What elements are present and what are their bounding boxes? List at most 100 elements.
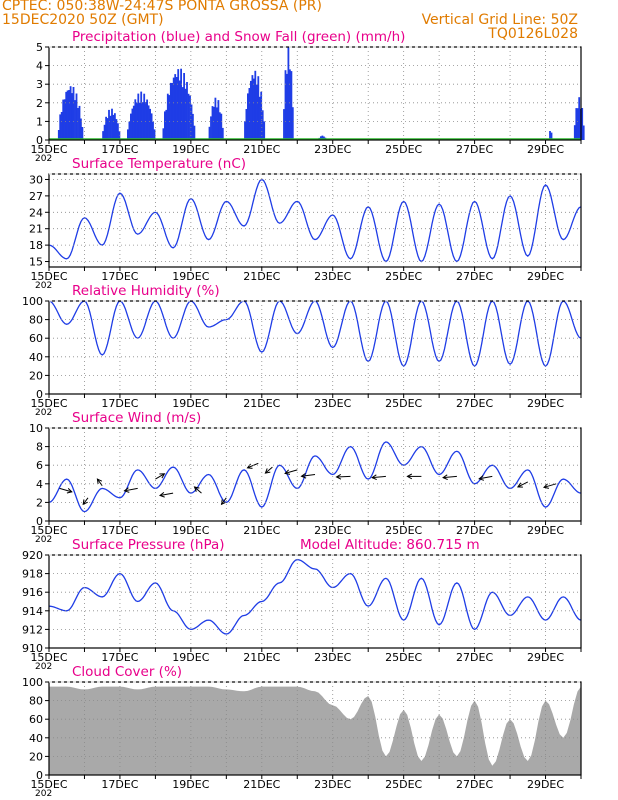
cloud-ytick-label: 0 bbox=[36, 769, 43, 782]
precip-bar bbox=[192, 113, 194, 140]
precip-bar bbox=[164, 111, 166, 140]
humidity-title: Relative Humidity (%) bbox=[72, 283, 220, 299]
temperature-date-label: 15DEC bbox=[30, 270, 67, 283]
precip-bar bbox=[573, 125, 576, 140]
precip-bar bbox=[77, 108, 79, 140]
precip-bar bbox=[62, 99, 65, 140]
cloud-year-stub: 202 bbox=[35, 789, 52, 799]
precip-bar bbox=[321, 135, 324, 140]
precip-bar bbox=[172, 77, 175, 140]
precip-bar bbox=[127, 129, 129, 140]
wind-arrow bbox=[59, 487, 72, 493]
cloud-date-label: 27DEC bbox=[456, 778, 493, 791]
precip-bar bbox=[63, 99, 66, 140]
cloud-ytick-label: 20 bbox=[29, 750, 43, 763]
pressure-date-label: 19DEC bbox=[172, 651, 209, 664]
wind-arrow bbox=[543, 483, 557, 488]
wind-arrow bbox=[82, 497, 89, 505]
wind-arrow bbox=[155, 473, 165, 480]
wind-arrow-head bbox=[300, 472, 307, 479]
pressure-title: Surface Pressure (hPa) bbox=[72, 537, 225, 553]
temperature-date-label: 23DEC bbox=[314, 270, 351, 283]
wind-arrow bbox=[301, 474, 316, 477]
precip-ytick-label: 1 bbox=[36, 115, 43, 128]
precip-bar bbox=[141, 102, 144, 140]
pressure-date-label: 29DEC bbox=[527, 651, 564, 664]
wind-arrow bbox=[194, 486, 202, 494]
humidity-ytick-label: 0 bbox=[36, 388, 43, 401]
precip-bar bbox=[153, 129, 156, 140]
precip-bar bbox=[257, 76, 260, 140]
humidity-date-label: 19DEC bbox=[172, 397, 209, 410]
wind-arrow-head bbox=[82, 499, 88, 506]
precip-bar bbox=[78, 105, 81, 140]
wind-arrow-head bbox=[284, 469, 291, 475]
header-station: CPTEC: 050:38W-24:47S PONTA GROSSA (PR) bbox=[2, 0, 322, 14]
pressure-ytick-label: 920 bbox=[22, 549, 43, 562]
precip-bar bbox=[244, 121, 246, 140]
pressure-ytick-label: 912 bbox=[22, 623, 43, 636]
wind-arrow-head bbox=[158, 492, 165, 498]
precip-bar bbox=[255, 84, 258, 140]
precip-ytick-label: 0 bbox=[36, 134, 43, 147]
precip-bar bbox=[217, 100, 220, 140]
wind-date-label: 19DEC bbox=[172, 524, 209, 537]
precip-bar bbox=[189, 95, 191, 140]
precip-date-label: 19DEC bbox=[172, 143, 209, 156]
wind-arrow bbox=[284, 469, 298, 474]
temperature-ytick-label: 18 bbox=[29, 239, 43, 252]
precip-bar bbox=[261, 110, 264, 140]
temperature-ytick-label: 27 bbox=[29, 190, 43, 203]
precip-bar bbox=[138, 102, 141, 140]
header-grid-note: Vertical Grid Line: 50Z bbox=[421, 12, 578, 28]
wind-arrow-head bbox=[442, 474, 448, 481]
humidity-date-label: 29DEC bbox=[527, 397, 564, 410]
altitude-note: Model Altitude: 860.715 m bbox=[300, 537, 480, 553]
humidity-date-label: 27DEC bbox=[456, 397, 493, 410]
precip-bar bbox=[218, 112, 221, 140]
precip-bar bbox=[60, 112, 63, 140]
temperature-date-label: 21DEC bbox=[243, 270, 280, 283]
precip-ytick-label: 2 bbox=[36, 97, 43, 110]
precip-bar bbox=[320, 136, 322, 140]
cloud-date-label: 29DEC bbox=[527, 778, 564, 791]
pressure-ytick-label: 914 bbox=[22, 605, 43, 618]
precip-bar bbox=[131, 108, 134, 140]
temperature-ytick-label: 30 bbox=[29, 173, 43, 186]
wind-arrow bbox=[159, 492, 174, 496]
precip-bar bbox=[247, 93, 249, 140]
precip-bar bbox=[283, 109, 285, 140]
precip-bar bbox=[213, 106, 215, 140]
pressure-date-label: 23DEC bbox=[314, 651, 351, 664]
pressure-line bbox=[48, 558, 582, 635]
precip-date-label: 23DEC bbox=[314, 143, 351, 156]
precip-date-label: 29DEC bbox=[527, 143, 564, 156]
humidity-ytick-label: 80 bbox=[29, 314, 43, 327]
wind-date-label: 15DEC bbox=[30, 524, 67, 537]
precip-bar bbox=[193, 125, 196, 140]
wind-arrow bbox=[221, 497, 227, 505]
precip-bar bbox=[72, 87, 75, 140]
wind-arrow bbox=[265, 466, 273, 474]
precip-date-label: 27DEC bbox=[456, 143, 493, 156]
precip-bar bbox=[65, 91, 68, 140]
pressure-year-stub: 202 bbox=[35, 662, 52, 672]
wind-date-label: 21DEC bbox=[243, 524, 280, 537]
precip-bar bbox=[250, 80, 252, 140]
cloud-date-label: 17DEC bbox=[101, 778, 138, 791]
humidity-frame bbox=[48, 300, 582, 395]
wind-arrow-head bbox=[516, 482, 523, 488]
precip-bar bbox=[135, 102, 138, 140]
precip-bar bbox=[152, 121, 154, 140]
humidity-date-label: 21DEC bbox=[243, 397, 280, 410]
humidity-year-stub: 202 bbox=[35, 408, 52, 418]
pressure-ytick-label: 918 bbox=[22, 568, 43, 581]
precip-date-label: 15DEC bbox=[30, 143, 67, 156]
cloud-title: Cloud Cover (%) bbox=[72, 664, 183, 680]
wind-arrow-head bbox=[371, 474, 377, 481]
precip-bar bbox=[211, 106, 214, 140]
temperature-date-label: 27DEC bbox=[456, 270, 493, 283]
pressure-ytick-label: 910 bbox=[22, 642, 43, 655]
precip-ytick-label: 4 bbox=[36, 60, 43, 73]
precip-bar bbox=[75, 93, 78, 140]
